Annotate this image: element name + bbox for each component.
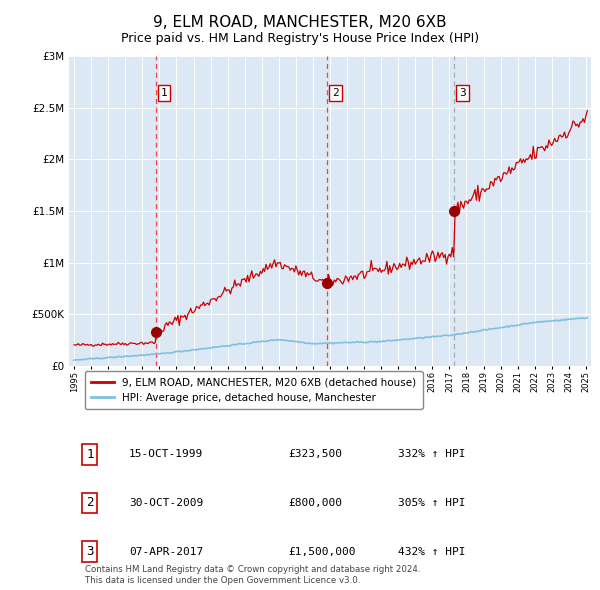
Text: 305% ↑ HPI: 305% ↑ HPI — [398, 498, 466, 508]
Text: 1: 1 — [161, 88, 167, 98]
Text: £323,500: £323,500 — [288, 450, 342, 459]
Text: 1: 1 — [86, 448, 94, 461]
Text: £1,500,000: £1,500,000 — [288, 547, 356, 556]
Text: 3: 3 — [459, 88, 466, 98]
Text: 30-OCT-2009: 30-OCT-2009 — [129, 498, 203, 508]
Text: 15-OCT-1999: 15-OCT-1999 — [129, 450, 203, 459]
Text: 9, ELM ROAD, MANCHESTER, M20 6XB: 9, ELM ROAD, MANCHESTER, M20 6XB — [153, 15, 447, 30]
Text: 2: 2 — [86, 496, 94, 510]
Legend: 9, ELM ROAD, MANCHESTER, M20 6XB (detached house), HPI: Average price, detached : 9, ELM ROAD, MANCHESTER, M20 6XB (detach… — [85, 371, 422, 409]
Text: £800,000: £800,000 — [288, 498, 342, 508]
Text: 07-APR-2017: 07-APR-2017 — [129, 547, 203, 556]
Text: Contains HM Land Registry data © Crown copyright and database right 2024.
This d: Contains HM Land Registry data © Crown c… — [85, 565, 420, 585]
Text: 332% ↑ HPI: 332% ↑ HPI — [398, 450, 466, 459]
Text: Price paid vs. HM Land Registry's House Price Index (HPI): Price paid vs. HM Land Registry's House … — [121, 32, 479, 45]
Text: 3: 3 — [86, 545, 94, 558]
Text: 432% ↑ HPI: 432% ↑ HPI — [398, 547, 466, 556]
Text: 2: 2 — [332, 88, 339, 98]
